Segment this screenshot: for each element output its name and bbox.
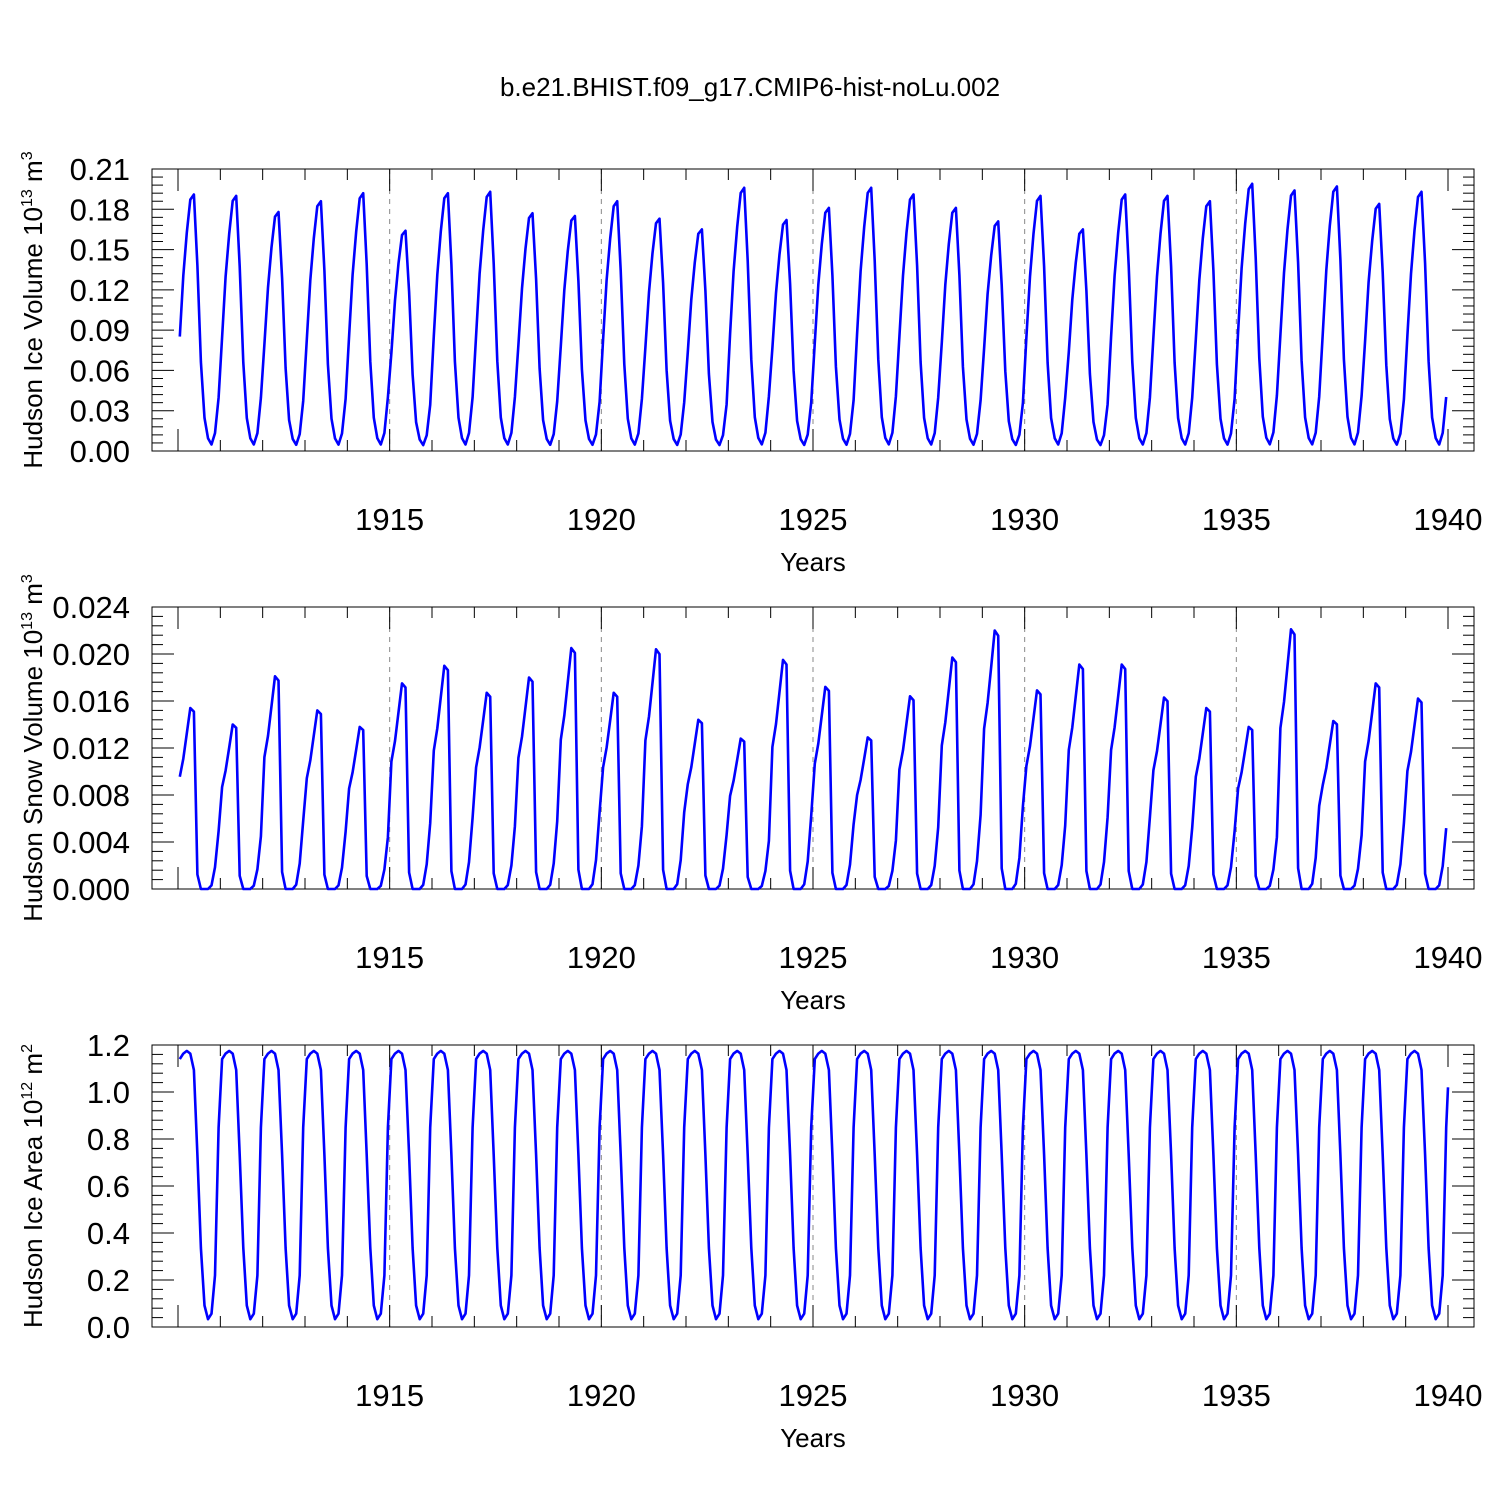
x-tick-label: 1935 bbox=[1202, 940, 1271, 975]
y-tick-label: 0.15 bbox=[70, 233, 130, 268]
x-tick-label: 1940 bbox=[1414, 940, 1483, 975]
series-line bbox=[178, 182, 1448, 447]
panel-ice-volume: 0.00 0.03 0.06 0.09 0.12 0.15 0.18 0.21 1915 1920… bbox=[18, 151, 1482, 577]
x-tick-label: 1925 bbox=[779, 1378, 848, 1413]
x-tick-label: 1940 bbox=[1414, 502, 1483, 537]
y-tick-label: 0.020 bbox=[52, 637, 130, 672]
y-axis-label: Hudson Snow Volume 1013 m3 bbox=[18, 574, 48, 922]
plot-frame bbox=[151, 168, 1475, 452]
y-tick-label: 0.6 bbox=[87, 1169, 130, 1204]
x-tick-label: 1925 bbox=[779, 940, 848, 975]
y-tick-label: 0.8 bbox=[87, 1122, 130, 1157]
figure-title: b.e21.BHIST.f09_g17.CMIP6-hist-noLu.002 bbox=[500, 72, 1000, 102]
y-tick-label: 0.2 bbox=[87, 1263, 130, 1298]
y-tick-label: 0.016 bbox=[52, 684, 130, 719]
x-tick-label: 1935 bbox=[1202, 502, 1271, 537]
x-tick-label: 1930 bbox=[990, 940, 1059, 975]
y-axis-label: Hudson Ice Volume 1013 m3 bbox=[18, 151, 48, 468]
y-tick-label: 1.2 bbox=[87, 1028, 130, 1063]
y-tick-label: 0.12 bbox=[70, 273, 130, 308]
x-tick-label: 1920 bbox=[567, 940, 636, 975]
x-tick-label: 1920 bbox=[567, 1378, 636, 1413]
x-tick-label: 1940 bbox=[1414, 1378, 1483, 1413]
x-tick-label: 1925 bbox=[779, 502, 848, 537]
plot-frame bbox=[151, 606, 1475, 890]
y-tick-label: 0.06 bbox=[70, 353, 130, 388]
y-tick-label: 0.21 bbox=[70, 152, 130, 187]
y-tick-label: 0.18 bbox=[70, 192, 130, 227]
x-tick-label: 1930 bbox=[990, 1378, 1059, 1413]
x-axis-label: Years bbox=[780, 985, 846, 1015]
x-tick-label: 1935 bbox=[1202, 1378, 1271, 1413]
x-tick-label: 1915 bbox=[355, 1378, 424, 1413]
panel-snow-volume: 0.000 0.004 0.008 0.012 0.016 0.020 0.024 1915 1… bbox=[18, 574, 1482, 1015]
x-axis-label: Years bbox=[780, 547, 846, 577]
x-tick-label: 1915 bbox=[355, 940, 424, 975]
series-line bbox=[178, 1049, 1450, 1321]
panel-ice-area: 0.0 0.2 0.4 0.6 0.8 1.0 1.2 1915 1920 1925 1930 193… bbox=[18, 1028, 1482, 1453]
y-tick-label: 0.09 bbox=[70, 313, 130, 348]
y-tick-label: 0.0 bbox=[87, 1310, 130, 1345]
series-line bbox=[178, 628, 1448, 891]
y-tick-label: 0.004 bbox=[52, 825, 130, 860]
y-tick-label: 1.0 bbox=[87, 1075, 130, 1110]
y-tick-label: 0.000 bbox=[52, 872, 130, 907]
y-tick-label: 0.008 bbox=[52, 778, 130, 813]
plot-frame bbox=[151, 1044, 1475, 1328]
x-tick-label: 1915 bbox=[355, 502, 424, 537]
y-tick-label: 0.00 bbox=[70, 434, 130, 469]
y-axis-label: Hudson Ice Area 1012 m2 bbox=[18, 1044, 48, 1328]
y-tick-label: 0.024 bbox=[52, 590, 130, 625]
y-tick-label: 0.012 bbox=[52, 731, 130, 766]
y-tick-label: 0.4 bbox=[87, 1216, 130, 1251]
x-tick-label: 1930 bbox=[990, 502, 1059, 537]
y-tick-label: 0.03 bbox=[70, 394, 130, 429]
x-axis-label: Years bbox=[780, 1423, 846, 1453]
x-tick-label: 1920 bbox=[567, 502, 636, 537]
